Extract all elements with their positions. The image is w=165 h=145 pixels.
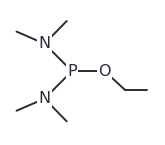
- Text: P: P: [67, 64, 77, 79]
- Text: N: N: [38, 36, 50, 51]
- Text: O: O: [98, 64, 111, 79]
- Text: N: N: [38, 91, 50, 106]
